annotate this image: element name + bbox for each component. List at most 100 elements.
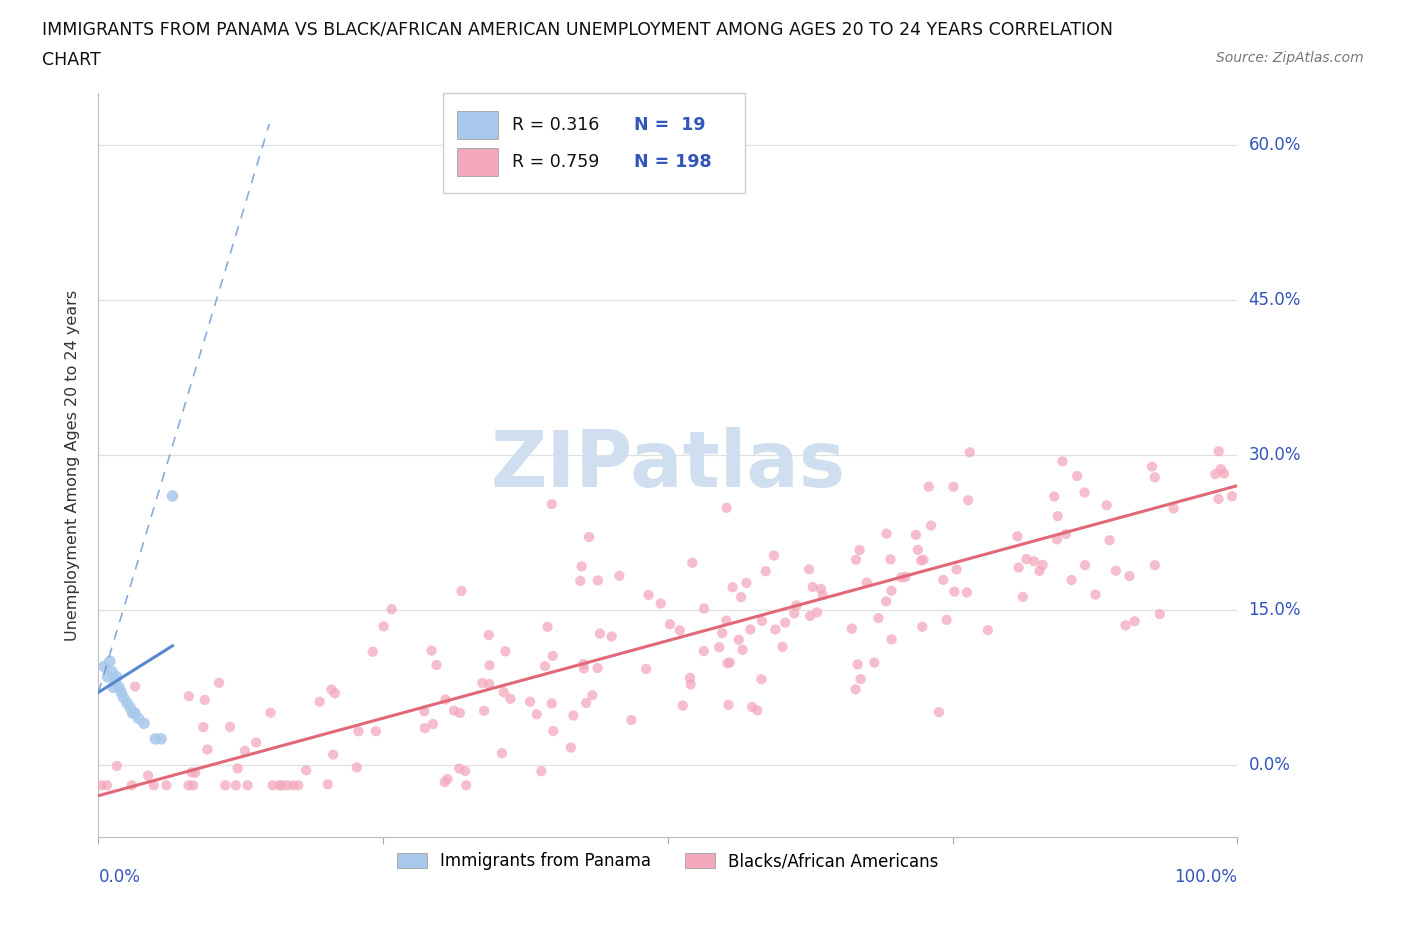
Point — [276, 777, 298, 792]
Point — [716, 656, 738, 671]
Point — [600, 629, 623, 644]
Point — [920, 518, 942, 533]
Point — [1060, 573, 1083, 588]
Point — [904, 527, 927, 542]
Point — [879, 552, 901, 567]
Point — [717, 698, 740, 712]
Point — [1032, 557, 1054, 572]
FancyBboxPatch shape — [457, 148, 498, 177]
Point — [180, 764, 202, 779]
Point — [1007, 560, 1029, 575]
Point — [132, 716, 155, 731]
Point — [124, 679, 146, 694]
Point — [1220, 489, 1243, 504]
Point — [155, 777, 177, 792]
Point — [197, 742, 219, 757]
Point — [534, 658, 557, 673]
Point — [751, 614, 773, 629]
Point — [436, 772, 458, 787]
Point — [910, 553, 932, 568]
Point — [890, 570, 912, 585]
Point — [105, 670, 128, 684]
Point — [177, 777, 200, 792]
Point — [124, 706, 146, 721]
Point — [536, 619, 558, 634]
Point — [863, 655, 886, 670]
Point — [219, 720, 242, 735]
Point — [721, 579, 744, 594]
Point — [801, 579, 824, 594]
Point — [96, 670, 118, 684]
Point — [104, 674, 127, 689]
Point — [245, 735, 267, 750]
Point — [586, 573, 609, 588]
Point — [373, 619, 395, 634]
Point — [957, 493, 980, 508]
Point — [907, 542, 929, 557]
Point — [1208, 444, 1230, 458]
Point — [443, 703, 465, 718]
Point — [942, 479, 965, 494]
Point — [1115, 618, 1137, 632]
Point — [142, 777, 165, 792]
Point — [935, 612, 957, 627]
Point — [381, 602, 404, 617]
Point — [491, 746, 513, 761]
Text: 15.0%: 15.0% — [1249, 601, 1301, 618]
Point — [1118, 568, 1140, 583]
Text: CHART: CHART — [42, 51, 101, 69]
Point — [1007, 529, 1029, 544]
Point — [308, 695, 330, 710]
Text: 45.0%: 45.0% — [1249, 291, 1301, 309]
Point — [103, 680, 125, 695]
Point — [693, 644, 716, 658]
Point — [589, 626, 612, 641]
Text: 30.0%: 30.0% — [1249, 445, 1301, 464]
Point — [454, 764, 477, 778]
Point — [637, 588, 659, 603]
Point — [716, 613, 738, 628]
Point — [108, 680, 131, 695]
Point — [283, 777, 305, 792]
Point — [1204, 467, 1226, 482]
Point — [494, 644, 516, 658]
Point — [918, 479, 941, 494]
Point — [1213, 466, 1236, 481]
Point — [845, 682, 868, 697]
Point — [1095, 498, 1118, 512]
Point — [471, 675, 494, 690]
Point — [225, 777, 247, 792]
Point — [449, 761, 471, 776]
Legend: Immigrants from Panama, Blacks/African Americans: Immigrants from Panama, Blacks/African A… — [391, 845, 945, 877]
Point — [121, 706, 143, 721]
Point — [718, 655, 741, 670]
Point — [846, 657, 869, 671]
Point — [569, 574, 592, 589]
Point — [959, 445, 981, 459]
Point — [855, 575, 877, 590]
Text: N = 198: N = 198 — [634, 153, 711, 171]
Point — [1022, 554, 1045, 569]
Point — [1074, 558, 1097, 573]
Point — [797, 562, 820, 577]
Point — [928, 705, 950, 720]
Text: N =  19: N = 19 — [634, 116, 706, 134]
Point — [1163, 501, 1185, 516]
Point — [880, 632, 903, 647]
Point — [449, 706, 471, 721]
Point — [560, 740, 582, 755]
Point — [1046, 509, 1069, 524]
Point — [540, 696, 562, 711]
Point — [478, 628, 501, 643]
Point — [193, 720, 215, 735]
Point — [1015, 551, 1038, 566]
Point — [177, 689, 200, 704]
Point — [450, 583, 472, 598]
Point — [425, 658, 447, 672]
Point — [541, 724, 564, 738]
Point — [636, 661, 658, 676]
Point — [572, 657, 595, 671]
Text: ZIPatlas: ZIPatlas — [491, 427, 845, 503]
Point — [772, 640, 794, 655]
Point — [575, 696, 598, 711]
